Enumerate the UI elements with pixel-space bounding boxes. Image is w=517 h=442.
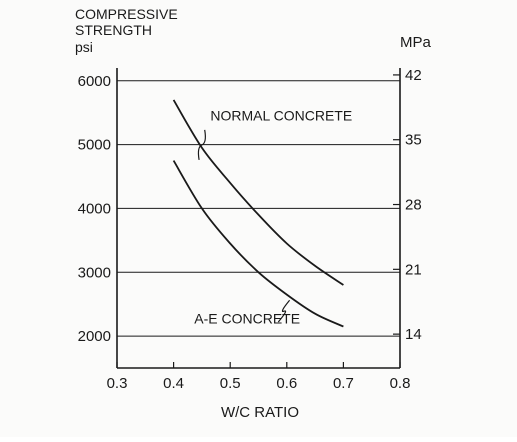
x-tick-label-3: 0.6 bbox=[276, 375, 297, 392]
right-tick-label-1: 21 bbox=[405, 261, 422, 278]
leader-normal-concrete bbox=[197, 129, 206, 160]
y-tick-label-0: 2000 bbox=[78, 328, 111, 345]
x-tick-label-5: 0.8 bbox=[390, 375, 411, 392]
y-tick-label-2: 4000 bbox=[78, 200, 111, 217]
series-label-normal-concrete: NORMAL CONCRETE bbox=[210, 107, 352, 123]
axis-layer: 2000 3000 4000 5000 6000 0.3 0.4 0.5 0.6 0.7 0.8 14… bbox=[78, 67, 422, 392]
y-title-line-1: COMPRESSIVE bbox=[75, 6, 178, 22]
x-tick-label-4: 0.7 bbox=[333, 375, 354, 392]
y-title-line-2: STRENGTH bbox=[75, 22, 152, 38]
right-tick-label-4: 42 bbox=[405, 67, 422, 84]
y-tick-label-3: 5000 bbox=[78, 137, 111, 154]
x-axis-title: W/C RATIO bbox=[221, 404, 299, 421]
grid-layer bbox=[117, 80, 400, 337]
series-line-normal-concrete bbox=[172, 99, 344, 286]
right-tick-label-2: 28 bbox=[405, 197, 422, 214]
y-tick-label-4: 6000 bbox=[78, 73, 111, 90]
label-layer: NORMAL CONCRETE A-E CONCRETE bbox=[194, 107, 352, 326]
leader-ae-concrete bbox=[277, 299, 291, 323]
x-tick-label-2: 0.5 bbox=[220, 375, 241, 392]
y-tick-label-1: 3000 bbox=[78, 264, 111, 281]
x-tick-label-1: 0.4 bbox=[163, 375, 184, 392]
series-layer bbox=[172, 99, 344, 328]
right-tick-label-3: 35 bbox=[405, 132, 422, 149]
series-label-ae-concrete: A-E CONCRETE bbox=[194, 310, 300, 326]
y-title-line-3: psi bbox=[75, 39, 93, 55]
series-line-ae-concrete bbox=[172, 160, 344, 328]
right-axis-unit: MPa bbox=[400, 34, 432, 51]
right-tick-label-0: 14 bbox=[405, 326, 422, 343]
x-tick-label-0: 0.3 bbox=[107, 375, 128, 392]
